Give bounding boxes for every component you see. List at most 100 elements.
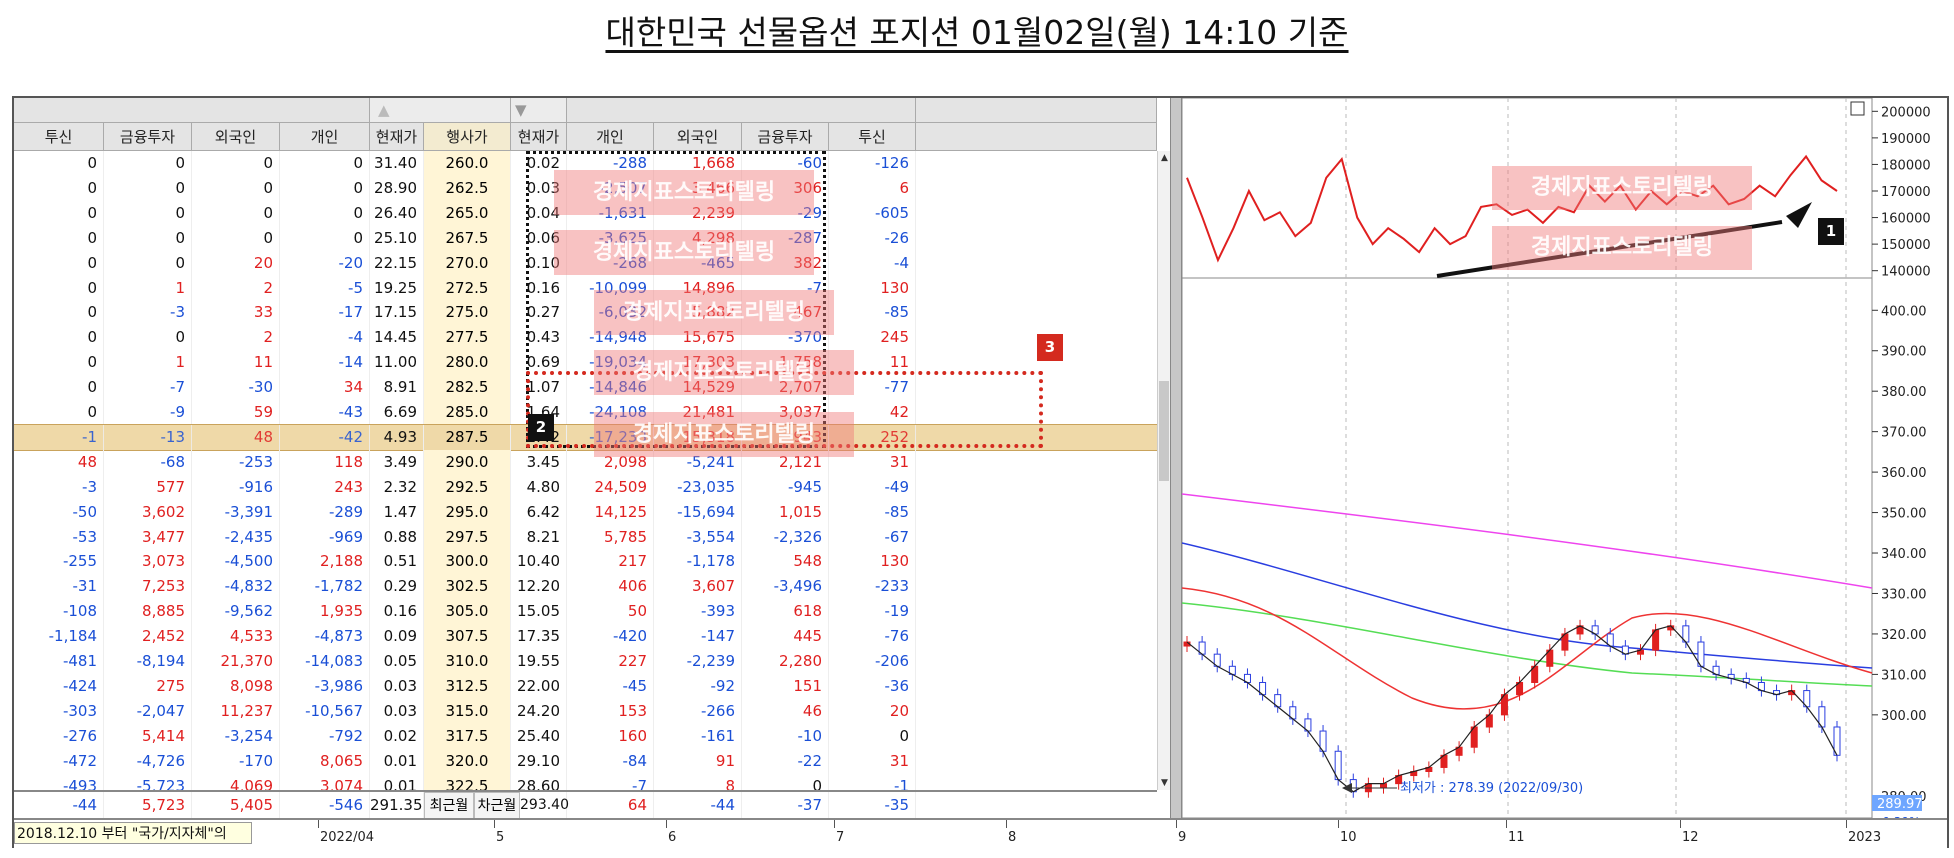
table-cell: 22.15: [370, 250, 424, 276]
table-cell: -289: [280, 499, 370, 525]
table-cell: 6.69: [370, 400, 424, 425]
table-row[interactable]: 0 0 2 -4 14.45 277.5 0.43 -14,948 15,675 -370 245: [14, 325, 1157, 351]
column-header[interactable]: 현재가: [370, 123, 424, 151]
current-price-label: 289.97: [1877, 797, 1923, 812]
scroll-thumb[interactable]: [1159, 381, 1169, 481]
table-row[interactable]: 0 0 0 0 26.40 265.0 0.04 -1,631 2,239 -29 -605: [14, 200, 1157, 226]
table-cell: 272.5: [424, 275, 511, 301]
table-cell: 295.0: [424, 499, 511, 525]
table-cell: 59: [192, 400, 280, 425]
table-cell: 0.43: [511, 325, 567, 351]
table-row[interactable]: -1,184 2,452 4,533 -4,873 0.09 307.5 17.35 -420…: [14, 624, 1157, 650]
ma-line-green: [1181, 602, 1873, 687]
table-cell: 0: [829, 723, 916, 749]
badge-2: 2: [528, 414, 554, 441]
table-row[interactable]: -303 -2,047 11,237 -10,567 0.03 315.0 24.20 153…: [14, 698, 1157, 724]
table-row[interactable]: -108 8,885 -9,562 1,935 0.16 305.0 15.05 50 -393…: [14, 599, 1157, 625]
table-cell: 2,121: [742, 449, 829, 475]
column-header[interactable]: 금융투자: [104, 123, 192, 151]
table-cell: 48: [192, 424, 280, 450]
trend-arrow-line: [1436, 220, 1783, 278]
watermark-text: 경제지표스토리텔링: [594, 412, 854, 457]
table-cell: 0: [14, 375, 104, 401]
table-row[interactable]: 0 0 20 -20 22.15 270.0 0.10 -268 -465 382 -4: [14, 250, 1157, 276]
lower-axis-label: 330.00: [1881, 587, 1927, 602]
table-row[interactable]: -53 3,477 -2,435 -969 0.88 297.5 8.21 5,785 -3,5…: [14, 524, 1157, 550]
next-button[interactable]: ▼: [511, 98, 567, 123]
table-cell: -3,986: [280, 673, 370, 699]
table-cell: 577: [104, 474, 192, 500]
table-row[interactable]: -3 577 -916 243 2.32 292.5 4.80 24,509 -23,035 -9…: [14, 474, 1157, 500]
column-header[interactable]: 외국인: [654, 123, 742, 151]
table-cell: -19,034: [567, 350, 654, 376]
table-cell: 91: [654, 748, 742, 774]
table-scrollbar[interactable]: ▲ ▼: [1157, 151, 1171, 790]
table-row[interactable]: -31 7,253 -4,832 -1,782 0.29 302.5 12.20 406 3,6…: [14, 574, 1157, 600]
table-cell: 0.27: [511, 300, 567, 326]
table-row[interactable]: -472 -4,726 -170 8,065 0.01 320.0 29.10 -84 91 -2…: [14, 748, 1157, 774]
table-row[interactable]: -424 275 8,098 -3,986 0.03 312.5 22.00 -45 -92 15…: [14, 673, 1157, 699]
table-row[interactable]: -481 -8,194 21,370 -14,083 0.05 310.0 19.55 227…: [14, 649, 1157, 674]
table-cell: -3,391: [192, 499, 280, 525]
x-axis-label: 2022/04: [320, 830, 375, 845]
table-row[interactable]: 0 0 0 0 31.40 260.0 0.02 -288 1,668 -60 -126: [14, 151, 1157, 176]
table-cell: -1,631: [567, 200, 654, 226]
table-cell: -1: [829, 773, 916, 790]
column-header[interactable]: 금융투자: [742, 123, 829, 151]
table-row[interactable]: 0 1 2 -5 19.25 272.5 0.16 -10,099 14,896 -7 130: [14, 275, 1157, 301]
table-cell: 1,015: [742, 499, 829, 525]
scroll-up-icon[interactable]: ▲: [1161, 153, 1168, 163]
table-row[interactable]: 0 -3 33 -17 17.15 275.0 0.27 -6,032 5,882 467 -85: [14, 300, 1157, 326]
table-cell: -3: [104, 300, 192, 326]
month-toggle-button[interactable]: 차근월: [474, 792, 520, 819]
column-header[interactable]: 개인: [567, 123, 654, 151]
column-header[interactable]: 현재가: [511, 123, 567, 151]
table-row[interactable]: -255 3,073 -4,500 2,188 0.51 300.0 10.40 217 -1,…: [14, 549, 1157, 575]
column-header[interactable]: 투신: [14, 123, 104, 151]
table-cell: -126: [829, 151, 916, 176]
table-row[interactable]: -276 5,414 -3,254 -792 0.02 317.5 25.40 160 -161…: [14, 723, 1157, 749]
x-axis-tick: [1338, 820, 1339, 828]
put-group-header: [567, 98, 916, 123]
table-cell: 306: [742, 175, 829, 201]
column-header[interactable]: 개인: [280, 123, 370, 151]
prev-button[interactable]: ▲: [370, 98, 511, 123]
table-row[interactable]: 0 1 11 -14 11.00 280.0 0.69 -19,034 17,303 1,758 1…: [14, 350, 1157, 376]
table-row[interactable]: -493 -5,723 4,069 3,074 0.01 322.5 28.60 -7 8 0 -1: [14, 773, 1157, 790]
table-cell: 277.5: [424, 325, 511, 351]
table-cell: -945: [742, 474, 829, 500]
table-cell: 320.0: [424, 748, 511, 774]
column-header[interactable]: 행사가: [424, 123, 511, 151]
table-cell: -969: [280, 524, 370, 550]
table-cell: 5,414: [104, 723, 192, 749]
table-cell: 4,298: [654, 225, 742, 251]
table-cell: 0.01: [370, 748, 424, 774]
table-cell: 50: [567, 599, 654, 625]
current-price-box: [1872, 795, 1922, 811]
table-cell: -31: [14, 574, 104, 600]
table-row[interactable]: 0 -9 59 -43 6.69 285.0 1.64 -24,108 21,481 3,037 4…: [14, 400, 1157, 425]
table-cell: -26: [829, 225, 916, 251]
table-cell: 275: [104, 673, 192, 699]
table-row[interactable]: -50 3,602 -3,391 -289 1.47 295.0 6.42 14,125 -15…: [14, 499, 1157, 525]
upper-axis-label: 200000: [1881, 105, 1931, 120]
column-header[interactable]: 투신: [829, 123, 916, 151]
table-cell: -17,233: [567, 424, 654, 450]
table-row[interactable]: 0 -7 -30 34 8.91 282.5 1.07 -14,846 14,529 2,707-…: [14, 375, 1157, 401]
table-cell: -15,694: [654, 499, 742, 525]
table-cell: 0.03: [511, 175, 567, 201]
table-cell: 0.29: [370, 574, 424, 600]
table-cell: 25.40: [511, 723, 567, 749]
panel-splitter[interactable]: [1170, 98, 1182, 818]
total-cell: 291.35: [370, 792, 424, 819]
table-row[interactable]: 48 -68 -253 118 3.49 290.0 3.45 2,098 -5,241 2,12…: [14, 449, 1157, 475]
x-axis-label: 11: [1508, 830, 1525, 845]
table-cell: 11,237: [192, 698, 280, 724]
table-row[interactable]: 0 0 0 0 28.90 262.5 0.03 -2,507 3,466 306 6: [14, 175, 1157, 201]
scroll-down-icon[interactable]: ▼: [1161, 778, 1168, 788]
table-row[interactable]: 0 0 0 0 25.10 267.5 0.06 -3,625 4,298 -287 -26: [14, 225, 1157, 251]
column-header[interactable]: 외국인: [192, 123, 280, 151]
month-toggle-button[interactable]: 최근월: [424, 792, 474, 819]
lower-axis-label: 390.00: [1881, 345, 1927, 360]
position-board: ▲ ▼ 투신 금융투자 외국인 개인 현재가 행사가 현재가 개인 외국인 금융투자 투신 0 0 0 0 3…: [12, 96, 1949, 848]
